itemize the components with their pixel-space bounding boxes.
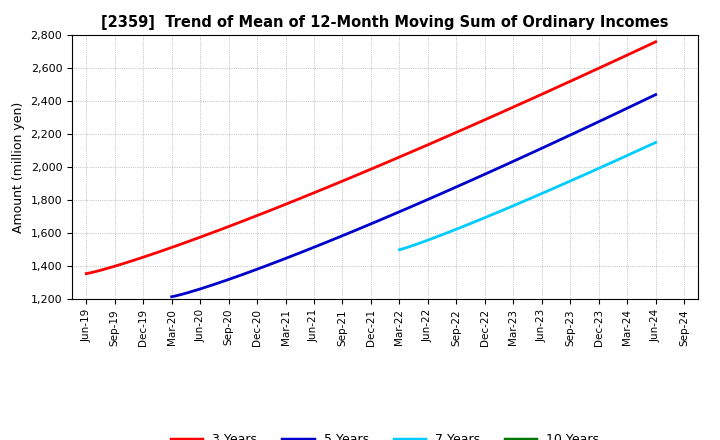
5 Years	[400, 207, 409, 212]
Line: 5 Years: 5 Years	[171, 95, 656, 297]
3 Years	[638, 46, 647, 51]
5 Years	[652, 92, 660, 97]
7 Years	[534, 192, 542, 198]
Title: [2359]  Trend of Mean of 12-Month Moving Sum of Ordinary Incomes: [2359] Trend of Mean of 12-Month Moving …	[102, 15, 669, 30]
7 Years	[517, 200, 526, 205]
5 Years	[456, 183, 464, 188]
7 Years	[645, 143, 654, 148]
5 Years	[167, 294, 176, 299]
7 Years	[518, 199, 527, 205]
3 Years	[356, 171, 364, 176]
3 Years	[549, 87, 557, 92]
3 Years	[352, 172, 361, 178]
3 Years	[390, 157, 399, 162]
Line: 3 Years: 3 Years	[86, 42, 656, 274]
Y-axis label: Amount (million yen): Amount (million yen)	[12, 102, 25, 233]
3 Years	[82, 271, 91, 276]
7 Years	[605, 161, 613, 166]
5 Years	[429, 194, 438, 200]
5 Years	[397, 208, 406, 213]
7 Years	[395, 247, 404, 253]
3 Years	[421, 143, 430, 149]
7 Years	[652, 140, 660, 145]
3 Years	[652, 39, 660, 44]
7 Years	[548, 187, 557, 192]
5 Years	[564, 133, 572, 139]
5 Years	[640, 98, 649, 103]
Line: 7 Years: 7 Years	[400, 143, 656, 250]
Legend: 3 Years, 5 Years, 7 Years, 10 Years: 3 Years, 5 Years, 7 Years, 10 Years	[166, 429, 604, 440]
